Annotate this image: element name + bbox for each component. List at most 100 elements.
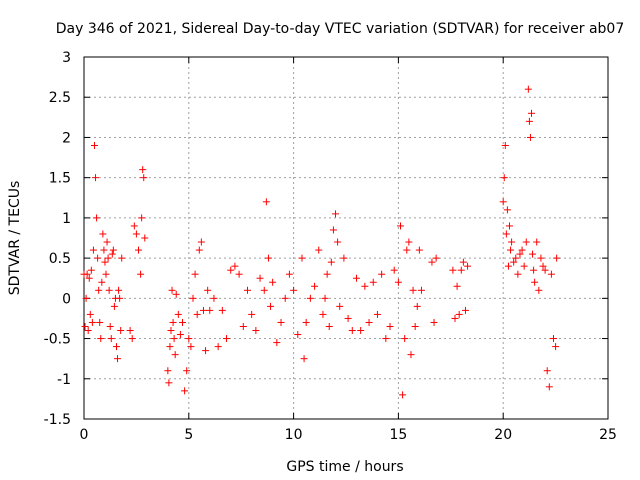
data-point: [183, 367, 191, 375]
chart-title: Day 346 of 2021, Sidereal Day-to-day VTE…: [56, 21, 625, 37]
y-tick-label: 2: [62, 130, 71, 146]
data-point: [214, 343, 222, 351]
data-point: [235, 270, 243, 278]
data-point: [260, 286, 268, 294]
data-point: [191, 270, 199, 278]
data-point: [227, 266, 235, 274]
y-tick-label: 0: [62, 291, 71, 307]
data-point: [329, 226, 337, 234]
data-point: [84, 327, 92, 335]
data-point: [100, 246, 108, 254]
data-point: [543, 367, 551, 375]
data-point: [231, 262, 239, 270]
data-point: [464, 262, 472, 270]
data-point: [130, 222, 138, 230]
data-point: [386, 322, 394, 330]
x-tick-label: 0: [80, 427, 89, 443]
data-point: [525, 117, 533, 125]
data-point: [171, 351, 179, 359]
data-point: [101, 258, 109, 266]
data-point: [503, 206, 511, 214]
data-point: [102, 270, 110, 278]
y-axis-label: SDTVAR / TECUs: [7, 181, 23, 296]
data-point: [128, 335, 136, 343]
data-point: [132, 230, 140, 238]
data-point: [399, 391, 407, 399]
data-point: [507, 246, 515, 254]
data-point: [174, 310, 182, 318]
data-point: [92, 174, 100, 182]
data-point: [352, 274, 360, 282]
data-point: [344, 314, 352, 322]
data-point: [413, 302, 421, 310]
data-point: [394, 278, 402, 286]
data-point: [502, 230, 510, 238]
y-tick-label: 0.5: [49, 251, 71, 267]
data-point: [415, 246, 423, 254]
data-point: [285, 270, 293, 278]
data-point: [361, 282, 369, 290]
data-point: [97, 335, 105, 343]
data-point: [373, 310, 381, 318]
data-point: [336, 302, 344, 310]
data-point: [382, 335, 390, 343]
data-point: [179, 318, 187, 326]
data-point: [547, 270, 555, 278]
grid: [84, 57, 608, 419]
data-point: [269, 278, 277, 286]
data-point: [210, 294, 218, 302]
data-point: [96, 318, 104, 326]
data-point: [357, 327, 365, 335]
data-point: [315, 246, 323, 254]
data-point: [193, 310, 201, 318]
data-point: [86, 310, 94, 318]
data-point: [348, 327, 356, 335]
data-point: [139, 166, 147, 174]
data-point: [552, 343, 560, 351]
data-point: [204, 286, 212, 294]
data-point: [407, 351, 415, 359]
data-point: [252, 327, 260, 335]
data-point: [90, 141, 98, 149]
data-point: [411, 322, 419, 330]
data-point: [499, 198, 507, 206]
data-point: [172, 290, 180, 298]
x-axis: 0 5 10 15 20 25: [80, 57, 617, 443]
data-point: [195, 246, 203, 254]
data-point: [457, 266, 465, 274]
data-point: [104, 254, 112, 262]
data-point: [500, 174, 508, 182]
data-point: [126, 327, 134, 335]
x-axis-label: GPS time / hours: [286, 459, 403, 475]
data-point: [256, 274, 264, 282]
data-point: [262, 198, 270, 206]
data-point: [535, 286, 543, 294]
data-point: [514, 270, 522, 278]
data-point: [239, 322, 247, 330]
data-point: [527, 109, 535, 117]
y-tick-label: 1: [62, 211, 71, 227]
x-tick-label: 25: [599, 427, 617, 443]
data-point: [319, 310, 327, 318]
data-point: [115, 286, 123, 294]
data-point: [516, 250, 524, 258]
data-point: [105, 286, 113, 294]
y-tick-label: -1.5: [44, 412, 71, 428]
data-point: [311, 282, 319, 290]
data-point: [508, 238, 516, 246]
data-point: [137, 270, 145, 278]
data-point: [202, 347, 210, 355]
data-point: [401, 335, 409, 343]
data-point: [89, 246, 97, 254]
data-point: [505, 222, 513, 230]
data-point: [206, 306, 214, 314]
data-point: [520, 262, 528, 270]
plot-frame: [83, 56, 609, 420]
y-tick-label: 3: [62, 50, 71, 66]
data-point: [459, 258, 467, 266]
data-point: [302, 318, 310, 326]
data-point: [106, 322, 114, 330]
data-point: [428, 258, 436, 266]
data-point: [327, 258, 335, 266]
data-point: [181, 387, 189, 395]
